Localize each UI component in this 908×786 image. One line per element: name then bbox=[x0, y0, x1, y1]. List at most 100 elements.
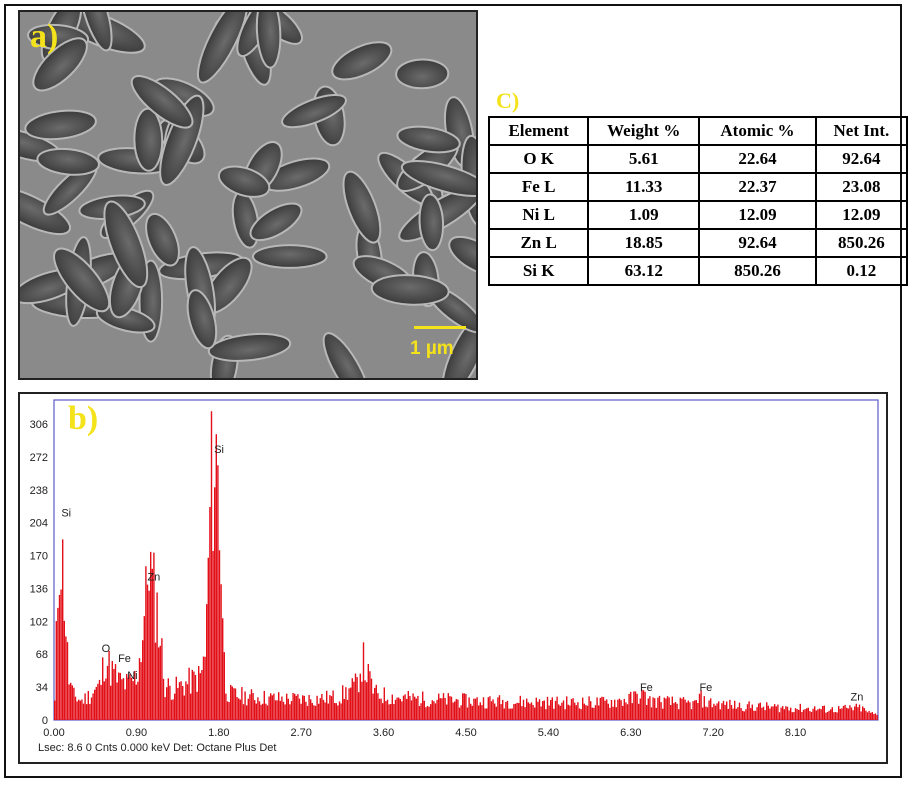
spectrum-bar bbox=[502, 699, 504, 720]
spectrum-bar bbox=[151, 568, 153, 720]
spectrum-bar bbox=[406, 698, 408, 720]
spectrum-bar bbox=[286, 693, 288, 720]
sem-rod bbox=[78, 12, 113, 52]
spectrum-bar bbox=[238, 698, 240, 720]
spectrum-bar bbox=[631, 703, 633, 720]
sem-rod bbox=[32, 37, 88, 92]
spectrum-bar bbox=[646, 704, 648, 720]
spectrum-bar bbox=[143, 616, 145, 720]
spectrum-bar bbox=[471, 705, 473, 720]
sem-rod bbox=[255, 12, 282, 69]
spectrum-bar bbox=[649, 696, 651, 720]
spectrum-bar bbox=[534, 707, 536, 720]
spectrum-bar bbox=[735, 708, 737, 720]
spectrum-bar bbox=[561, 702, 563, 720]
spectrum-bar bbox=[863, 708, 865, 720]
spectrum-bar bbox=[559, 705, 561, 720]
spectrum-bar bbox=[330, 696, 333, 720]
spectrum-bar bbox=[244, 691, 246, 720]
spectrum-bar bbox=[609, 707, 611, 720]
spectrum-bar bbox=[367, 664, 369, 720]
spectrum-bar bbox=[826, 712, 829, 720]
panel-label-a: a) bbox=[30, 18, 59, 55]
spectrum-bar bbox=[145, 566, 147, 720]
spectrum-bar bbox=[740, 708, 742, 720]
spectrum-bar bbox=[556, 696, 558, 720]
spectrum-bar bbox=[436, 699, 438, 720]
spectrum-bar bbox=[780, 707, 782, 720]
header-weight: Weight % bbox=[587, 116, 701, 146]
spectrum-bar bbox=[74, 696, 77, 720]
spectrum-bar bbox=[599, 697, 601, 720]
spectrum-bar bbox=[298, 698, 301, 720]
spectrum-bar bbox=[249, 694, 251, 720]
spectrum-bar bbox=[337, 705, 339, 720]
spectrum-bar bbox=[106, 665, 109, 720]
spectrum-bar bbox=[644, 691, 646, 720]
spectrum-bar bbox=[86, 704, 88, 720]
spectrum-bar bbox=[790, 707, 792, 720]
spectrum-bar bbox=[87, 690, 89, 720]
sem-rod bbox=[370, 274, 450, 306]
spectrum-bar bbox=[225, 693, 227, 720]
spectrum-bar bbox=[588, 696, 590, 720]
spectrum-bar bbox=[350, 687, 352, 720]
spectrum-bar bbox=[697, 702, 699, 720]
spectrum-bar bbox=[582, 697, 584, 720]
spectrum-bar bbox=[351, 678, 353, 720]
spectrum-bar bbox=[362, 642, 365, 720]
spectrum-bar bbox=[804, 709, 806, 720]
spectrum-bar bbox=[529, 703, 531, 720]
spectrum-bar bbox=[684, 699, 686, 720]
spectrum-bar bbox=[638, 703, 640, 720]
spectrum-bar bbox=[78, 699, 80, 720]
spectrum-bar bbox=[332, 690, 334, 720]
spectrum-bar bbox=[98, 679, 101, 720]
cell: Zn L bbox=[487, 228, 590, 258]
spectrum-bar bbox=[732, 708, 734, 720]
spectrum-bar bbox=[623, 698, 625, 720]
spectrum-bar bbox=[521, 706, 523, 720]
spectrum-bar bbox=[399, 698, 401, 720]
cell: 22.64 bbox=[698, 144, 817, 174]
spectrum-bar bbox=[633, 691, 635, 720]
spectrum-bar bbox=[92, 693, 94, 720]
spectrum-bar bbox=[183, 695, 185, 720]
spectrum-bar bbox=[73, 687, 75, 720]
sem-rod bbox=[251, 244, 328, 269]
spectrum-bar bbox=[652, 697, 654, 720]
spectrum-bar bbox=[617, 699, 619, 720]
spectrum-bar bbox=[169, 685, 171, 720]
spectrum-bar bbox=[266, 705, 269, 720]
spectrum-bar bbox=[876, 715, 878, 720]
spectrum-bar bbox=[156, 592, 158, 720]
spectrum-bar bbox=[546, 696, 549, 720]
spectrum-bar bbox=[714, 705, 717, 720]
spectrum-bar bbox=[825, 712, 827, 720]
spectrum-bar bbox=[751, 704, 753, 720]
spectrum-bar bbox=[687, 700, 689, 720]
spectrum-bar bbox=[294, 693, 296, 720]
spectrum-bar bbox=[766, 702, 768, 720]
table-header-row: Element Weight % Atomic % Net Int. bbox=[487, 116, 908, 146]
spectrum-bar bbox=[274, 700, 277, 720]
spectrum-bar bbox=[434, 703, 437, 720]
spectrum-bar bbox=[809, 711, 811, 720]
spectrum-bar bbox=[138, 658, 141, 720]
spectrum-bar bbox=[473, 698, 475, 720]
spectrum-bar bbox=[764, 710, 766, 720]
spectrum-bar bbox=[409, 695, 411, 720]
spectrum-bar bbox=[873, 713, 875, 720]
cell: 0.12 bbox=[814, 256, 908, 286]
spectrum-bar bbox=[567, 704, 569, 720]
spectrum-bar bbox=[414, 696, 416, 720]
spectrum-bar bbox=[545, 709, 547, 720]
spectrum-bar bbox=[449, 696, 451, 720]
spectrum-bar bbox=[815, 710, 817, 720]
spectrum-bar bbox=[322, 699, 325, 720]
spectrum-bar bbox=[868, 710, 870, 720]
x-tick-label: 3.60 bbox=[373, 727, 394, 739]
cell: Si K bbox=[487, 256, 590, 286]
spectrum-bar bbox=[177, 687, 179, 720]
spectrum-bar bbox=[113, 668, 115, 720]
